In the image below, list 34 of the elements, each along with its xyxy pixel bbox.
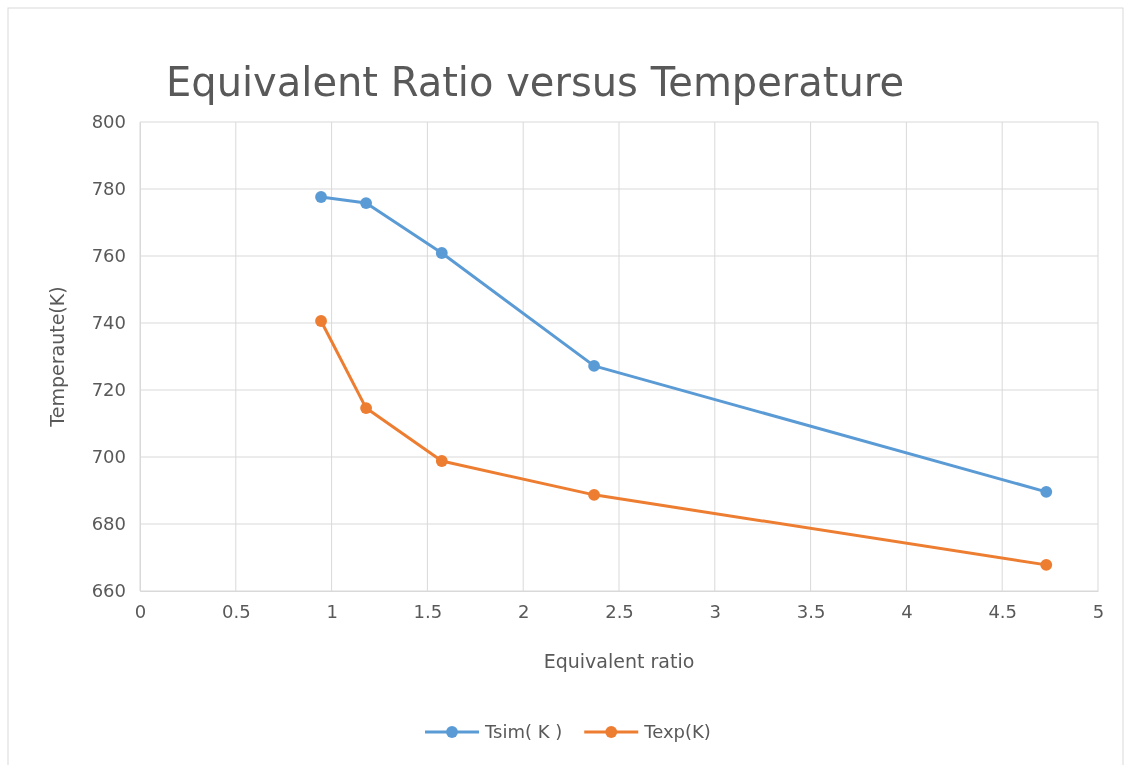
x-tick-label: 4.5 [988, 600, 1018, 622]
x-tick-label: 1.5 [413, 600, 443, 622]
x-tick-label: 1 [326, 600, 338, 622]
x-tick-label: 2.5 [605, 600, 634, 622]
x-tick-label: 4 [901, 600, 913, 622]
x-tick-label: 3.5 [796, 600, 826, 622]
y-tick-label: 780 [91, 178, 126, 200]
x-tick-label: 3 [709, 600, 722, 622]
point [360, 197, 373, 209]
y-tick-label: 680 [91, 513, 126, 535]
point [315, 191, 327, 203]
y-tick-label: 760 [91, 245, 126, 267]
y-tick-label: 660 [91, 580, 126, 602]
y-tick-label: 700 [91, 446, 126, 468]
chart-title: Equivalent Ratio versus Temperature [165, 59, 905, 105]
point [588, 488, 601, 501]
point [435, 247, 448, 259]
point [360, 402, 373, 414]
legend-label: Texp(K) [643, 721, 711, 742]
x-axis-title: Equivalent ratio [543, 650, 695, 672]
point [315, 315, 327, 327]
legend-label: Tsim( K ) [484, 721, 563, 742]
x-tick-label: 5 [1092, 600, 1105, 622]
x-tick-label: 0 [134, 600, 147, 622]
y-axis-title: Temperaute(K) [46, 286, 68, 428]
y-tick-label: 800 [91, 111, 126, 133]
x-tick-label: 0.5 [221, 600, 251, 622]
point [1040, 558, 1053, 571]
point [435, 455, 448, 467]
point [1040, 485, 1053, 498]
y-tick-label: 740 [91, 312, 126, 334]
point [588, 359, 601, 372]
y-tick-label: 720 [91, 379, 126, 401]
x-tick-label: 2 [517, 600, 530, 622]
